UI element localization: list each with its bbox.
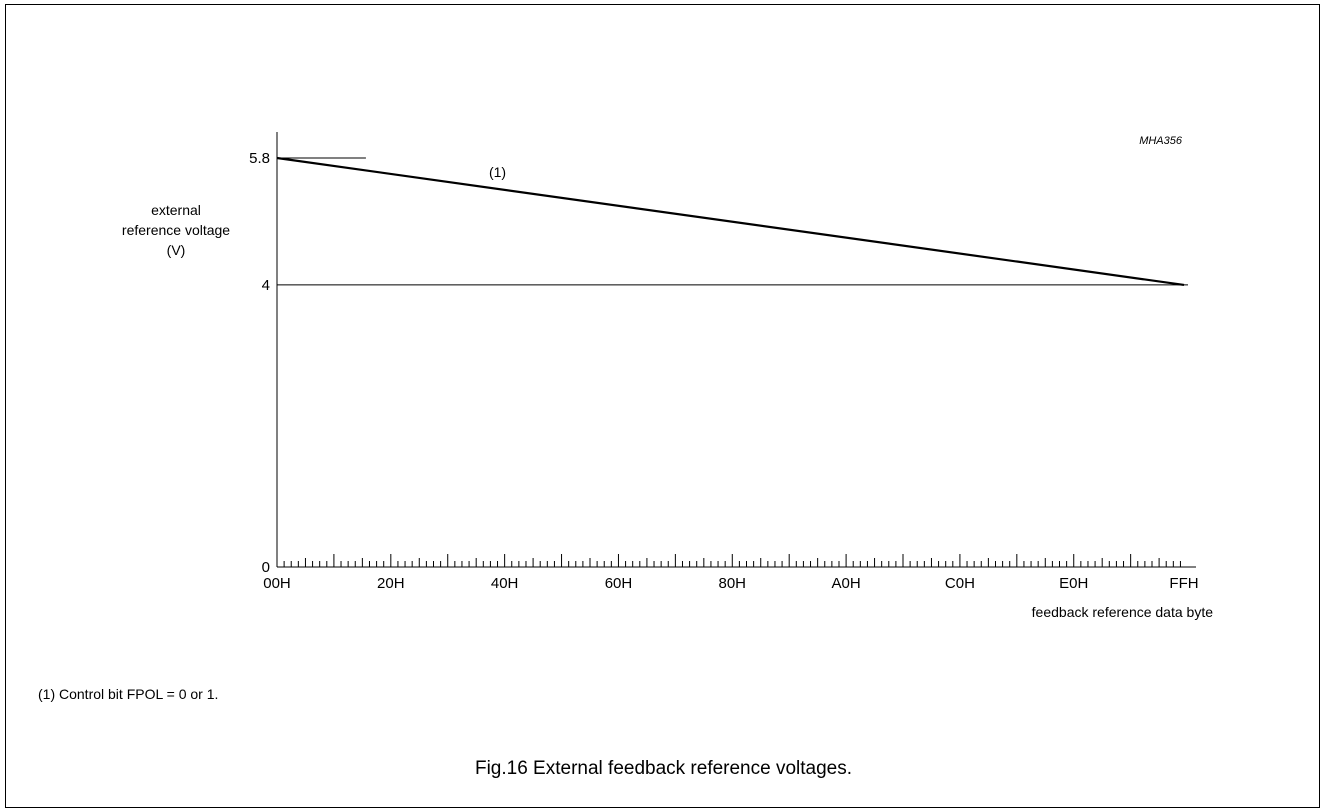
figure-caption: Fig.16 External feedback reference volta… <box>474 758 853 779</box>
footnote: (1) Control bit FPOL = 0 or 1. <box>38 686 219 702</box>
y-tick-label: 0 <box>262 559 270 576</box>
figure-frame <box>5 4 1320 808</box>
y-tick-label: 5.8 <box>249 150 270 167</box>
series-line <box>276 156 1185 287</box>
x-tick-label: 80H <box>719 575 747 592</box>
y-tick-labels: 045.8 <box>249 150 270 576</box>
x-tick-label: FFH <box>1169 575 1198 592</box>
figure-reference-code: MHA356 <box>1139 135 1183 147</box>
x-tick-labels: 00H 20H 40H 60H 80H A0H C0H E0H FFH <box>263 575 1198 592</box>
x-tick-label: 20H <box>377 575 405 592</box>
x-tick-label: E0H <box>1059 575 1088 592</box>
x-minor-ticks <box>283 554 1181 567</box>
reference-lines <box>277 157 1188 286</box>
series: (1) <box>276 156 1185 287</box>
series-label: (1) <box>489 164 506 180</box>
y-axis-label-line: (V) <box>167 242 186 258</box>
x-tick-label: 40H <box>491 575 519 592</box>
x-tick-label: C0H <box>945 575 975 592</box>
x-axis-label: feedback reference data byte <box>1032 604 1214 620</box>
x-tick-label: A0H <box>832 575 861 592</box>
x-tick-label: 60H <box>605 575 633 592</box>
y-tick-label: 4 <box>262 277 270 294</box>
y-axis-label: external reference voltage (V) <box>122 202 230 258</box>
y-axis-label-line: external <box>151 202 201 218</box>
y-axis-label-line: reference voltage <box>122 222 230 238</box>
x-tick-label: 00H <box>263 575 291 592</box>
